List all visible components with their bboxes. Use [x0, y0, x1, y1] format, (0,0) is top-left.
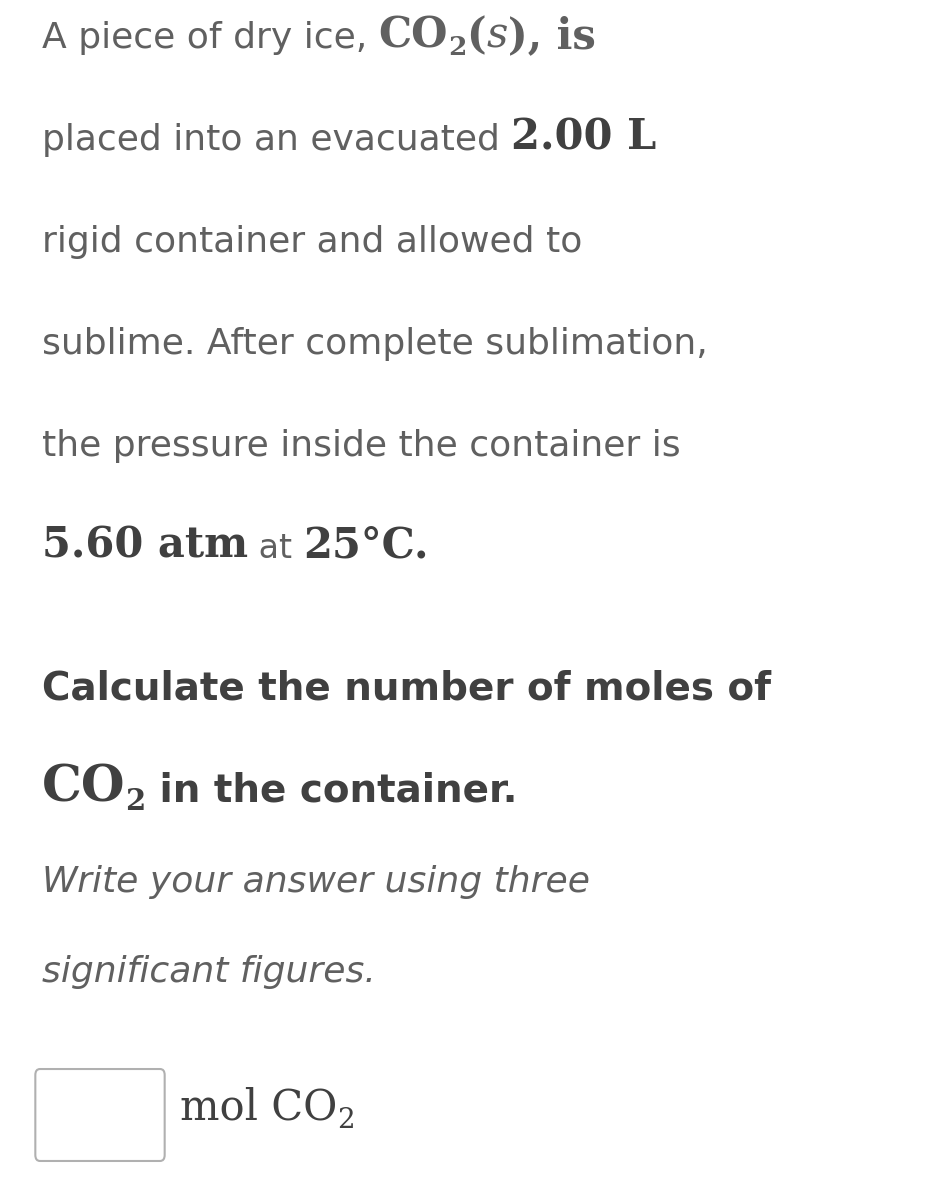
Text: CO: CO — [42, 764, 125, 813]
Text: 2: 2 — [448, 35, 466, 60]
Text: 2: 2 — [125, 787, 146, 817]
Text: 25°C.: 25°C. — [303, 525, 429, 567]
Text: placed into an evacuated: placed into an evacuated — [42, 123, 512, 157]
Text: Calculate the number of moles of: Calculate the number of moles of — [42, 670, 771, 708]
Text: mol CO: mol CO — [180, 1087, 337, 1129]
Text: rigid container and allowed to: rigid container and allowed to — [42, 225, 583, 260]
Text: s: s — [486, 16, 507, 57]
Text: at: at — [248, 532, 303, 565]
Text: 5.60 atm: 5.60 atm — [42, 525, 248, 567]
Text: ), is: ), is — [507, 16, 595, 57]
Text: 2.00 L: 2.00 L — [512, 117, 657, 159]
Text: sublime. After complete sublimation,: sublime. After complete sublimation, — [42, 327, 708, 361]
Text: 2: 2 — [337, 1107, 355, 1134]
Text: CO: CO — [379, 16, 448, 57]
Text: Write your answer using three: Write your answer using three — [42, 865, 590, 899]
Text: A piece of dry ice,: A piece of dry ice, — [42, 22, 379, 55]
Text: significant figures.: significant figures. — [42, 954, 375, 989]
Text: in the container.: in the container. — [146, 771, 517, 810]
Text: the pressure inside the container is: the pressure inside the container is — [42, 429, 681, 463]
Text: (: ( — [466, 16, 486, 57]
